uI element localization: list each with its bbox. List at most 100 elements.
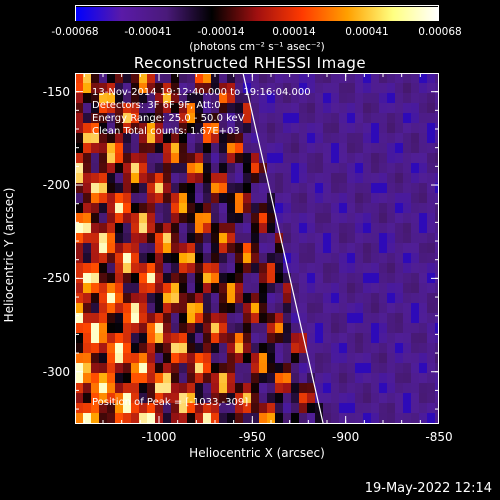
heatmap-cell [427,323,436,334]
heatmap-cell [99,163,108,174]
heatmap-cell [387,153,396,164]
heatmap-cell [355,413,364,424]
heatmap-cell [291,383,300,394]
heatmap-cell [323,293,332,304]
heatmap-cell [243,293,252,304]
heatmap-cell [331,213,340,224]
heatmap-cell [203,343,212,354]
heatmap-cell [131,223,140,234]
heatmap-cell [155,353,164,364]
heatmap-cell [299,233,308,244]
heatmap-cell [195,123,204,134]
heatmap-cell [235,203,244,214]
heatmap-cell [331,353,340,364]
heatmap-cell [275,253,284,264]
heatmap-cell [267,383,276,394]
heatmap-cell [163,413,172,424]
heatmap-cell [187,313,196,324]
heatmap-cell [331,333,340,344]
heatmap-cell [131,113,140,124]
heatmap-cell [83,203,92,214]
heatmap-cell [219,83,228,94]
heatmap-cell [171,263,180,274]
colorbar [75,5,439,21]
heatmap-cell [115,223,124,234]
heatmap-cell [107,343,116,354]
heatmap-cell [355,363,364,374]
heatmap-cell [323,103,332,114]
heatmap-cell [163,343,172,354]
heatmap-cell [243,213,252,224]
heatmap-cell [99,333,108,344]
heatmap-cell [251,233,260,244]
heatmap-cell [83,403,92,414]
heatmap-cell [427,353,436,364]
heatmap-cell [283,203,292,214]
heatmap-cell [251,83,260,94]
heatmap-cell [211,333,220,344]
heatmap-cell [339,413,348,424]
heatmap-cell [235,403,244,414]
heatmap-cell [435,103,439,114]
heatmap-cell [227,133,236,144]
heatmap-cell [139,373,148,384]
heatmap-cell [259,213,268,224]
heatmap-cell [435,223,439,234]
heatmap-cell [91,103,100,114]
heatmap-cell [139,173,148,184]
heatmap-cell [115,133,124,144]
heatmap-cell [243,83,252,94]
heatmap-cell [163,123,172,134]
heatmap-cell [315,243,324,254]
heatmap-cell [411,183,420,194]
heatmap-cell [331,373,340,384]
heatmap-cell [123,283,132,294]
heatmap-cell [227,233,236,244]
heatmap-cell [419,353,428,364]
heatmap-cell [291,353,300,364]
heatmap-cell [131,133,140,144]
heatmap-cell [291,413,300,424]
heatmap-cell [331,173,340,184]
heatmap-cell [203,383,212,394]
heatmap-cell [123,273,132,284]
heatmap-cell [427,283,436,294]
heatmap-cell [427,103,436,114]
heatmap-cell [187,73,196,84]
heatmap-cell [379,163,388,174]
heatmap-cell [259,183,268,194]
heatmap-cell [331,313,340,324]
heatmap-cell [99,173,108,184]
heatmap-cell [227,303,236,314]
heatmap-cell [403,323,412,334]
heatmap-cell [427,73,436,84]
heatmap-cell [283,93,292,104]
heatmap-cell [283,313,292,324]
heatmap-cell [323,153,332,164]
heatmap-cell [411,333,420,344]
heatmap-cell [347,153,356,164]
heatmap-cell [179,133,188,144]
heatmap-cell [91,323,100,334]
solar-limb-line [242,73,324,424]
heatmap-cell [179,323,188,334]
heatmap-cell [75,73,84,84]
heatmap-cell [323,343,332,354]
heatmap-cell [163,353,172,364]
heatmap-cell [387,313,396,324]
heatmap-cell [139,263,148,274]
heatmap-cell [259,153,268,164]
heatmap-cell [427,193,436,204]
heatmap-cell [355,93,364,104]
heatmap-cell [179,293,188,304]
heatmap-cell [187,153,196,164]
heatmap-cell [411,83,420,94]
heatmap-cell [83,323,92,334]
heatmap-cell [243,383,252,394]
heatmap-cell [211,83,220,94]
colorbar-gradient [76,7,438,21]
heatmap-cell [387,393,396,404]
heatmap-cell [107,273,116,284]
heatmap-cell [275,143,284,154]
heatmap-cell [307,213,316,224]
